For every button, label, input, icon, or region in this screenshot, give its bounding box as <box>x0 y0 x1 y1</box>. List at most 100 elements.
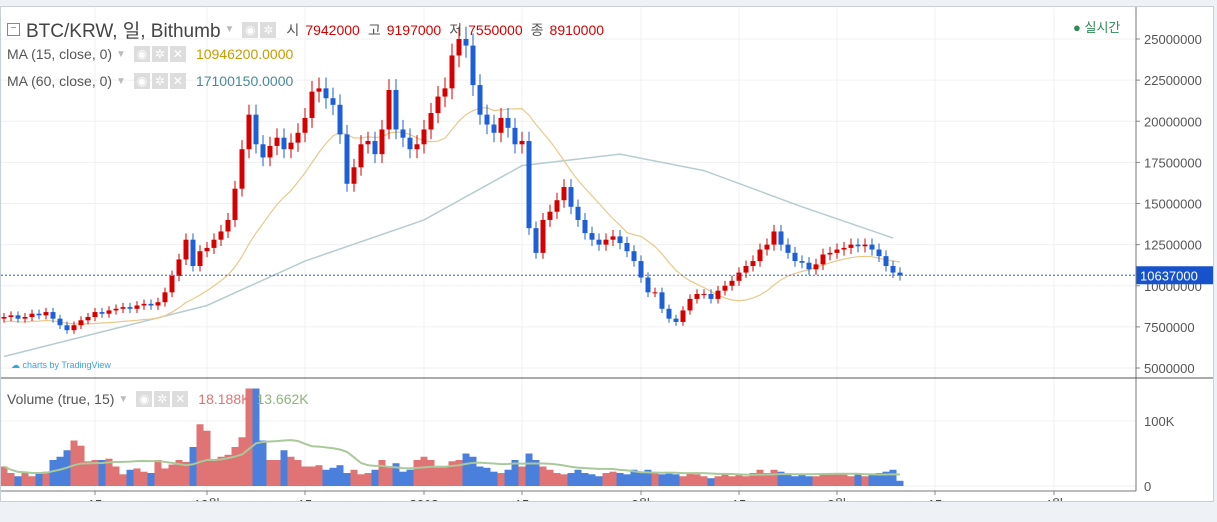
volume-bar <box>28 476 36 486</box>
gear-icon[interactable]: ✲ <box>151 46 168 62</box>
tradingview-branding[interactable]: ☁ charts by TradingView <box>11 360 111 371</box>
candle <box>92 312 98 318</box>
candle <box>246 114 252 150</box>
volume-bar <box>882 471 890 486</box>
volume-ma-value: 13.662K <box>256 391 309 407</box>
volume-bar <box>742 476 750 486</box>
candle <box>421 129 427 145</box>
chevron-down-icon[interactable]: ▼ <box>224 24 235 35</box>
volume-bar <box>658 474 666 486</box>
candle <box>155 302 161 306</box>
volume-bar <box>840 473 848 486</box>
candle <box>778 231 784 245</box>
eye-icon[interactable]: ◉ <box>133 73 150 89</box>
gear-icon[interactable]: ✲ <box>151 73 168 89</box>
gear-icon[interactable]: ✲ <box>154 391 171 407</box>
volume-bar <box>259 440 267 486</box>
volume-bar <box>203 430 211 486</box>
collapse-icon[interactable]: − <box>7 23 20 36</box>
volume-bar <box>777 471 785 486</box>
eye-icon[interactable]: ◉ <box>242 21 259 38</box>
volume-bar <box>21 473 29 486</box>
volume-bar <box>378 460 386 486</box>
candle <box>631 251 637 262</box>
volume-tick-label: 100K <box>1144 414 1175 429</box>
volume-bar <box>98 460 106 486</box>
price-tick-label: 7500000 <box>1144 320 1195 335</box>
time-tick-label: 15 <box>298 497 312 501</box>
candle <box>736 272 742 281</box>
candle <box>806 262 812 270</box>
chevron-down-icon[interactable]: ▼ <box>118 393 129 405</box>
volume-bar <box>105 458 113 486</box>
close-icon[interactable]: ✕ <box>169 73 186 89</box>
candle <box>267 145 273 158</box>
candle <box>281 137 287 150</box>
volume-bar <box>476 466 484 486</box>
candle <box>442 88 448 97</box>
chart-frame: 25000000 22500000 20000000 17500000 15000000… <box>0 6 1214 502</box>
ma15-label[interactable]: MA (15, close, 0) <box>7 46 113 62</box>
last-price-badge <box>1136 266 1213 285</box>
candle <box>134 305 140 309</box>
high-value: 9197000 <box>386 21 442 38</box>
close-icon[interactable]: ✕ <box>169 46 186 62</box>
volume-bar <box>623 474 631 486</box>
volume-label[interactable]: Volume (true, 15) <box>7 391 115 407</box>
symbol-title[interactable]: BTC/KRW, 일, Bithumb <box>26 21 221 42</box>
candle <box>64 325 70 331</box>
candle <box>659 292 665 309</box>
candle <box>883 256 889 267</box>
candle <box>176 259 182 276</box>
candle <box>204 247 210 252</box>
ma60-label[interactable]: MA (60, close, 0) <box>7 73 113 89</box>
volume-bar <box>252 388 260 486</box>
gear-icon[interactable]: ✲ <box>260 21 277 38</box>
candle <box>85 317 91 321</box>
candle <box>316 88 322 92</box>
candle <box>540 219 546 253</box>
candle <box>519 140 525 145</box>
chevron-down-icon[interactable]: ▼ <box>116 75 126 87</box>
time-tick-label: 4월 <box>1044 497 1063 501</box>
volume-bar <box>154 460 162 486</box>
time-tick-label: 3월 <box>827 497 846 501</box>
close-icon[interactable]: ✕ <box>172 391 189 407</box>
volume-bar <box>749 473 757 486</box>
candle <box>15 315 21 319</box>
candle <box>337 104 343 135</box>
volume-bar <box>665 473 673 486</box>
volume-bar <box>574 469 582 486</box>
price-chart[interactable]: 25000000 22500000 20000000 17500000 15000000… <box>1 7 1213 501</box>
chevron-down-icon[interactable]: ▼ <box>116 48 126 60</box>
candle <box>757 249 763 262</box>
candle <box>848 244 854 248</box>
low-label: 저 <box>449 21 463 38</box>
time-tick-label: 12월 <box>194 497 220 501</box>
volume-bar <box>357 474 365 486</box>
eye-icon[interactable]: ◉ <box>136 391 153 407</box>
candle <box>120 307 126 309</box>
eye-icon[interactable]: ◉ <box>133 46 150 62</box>
candle <box>239 149 245 189</box>
volume-bar <box>91 460 99 486</box>
candle <box>498 117 504 133</box>
volume-bar <box>714 476 722 486</box>
volume-bar <box>112 466 120 486</box>
volume-bar <box>168 464 176 486</box>
candle <box>813 264 819 270</box>
candle <box>526 140 532 229</box>
volume-bar <box>238 437 246 486</box>
price-tick-label: 5000000 <box>1144 361 1195 376</box>
volume-bar <box>49 460 57 486</box>
time-tick-label: 15 <box>732 497 746 501</box>
volume-bar <box>581 473 589 486</box>
time-tick-label: 15 <box>515 497 529 501</box>
candle <box>99 312 105 314</box>
volume-bar <box>441 466 449 486</box>
volume-bar <box>322 469 330 486</box>
volume-bar <box>798 474 806 486</box>
time-tick-label: 2018 <box>410 497 439 501</box>
open-label: 시 <box>286 21 300 38</box>
volume-bar <box>210 460 218 486</box>
